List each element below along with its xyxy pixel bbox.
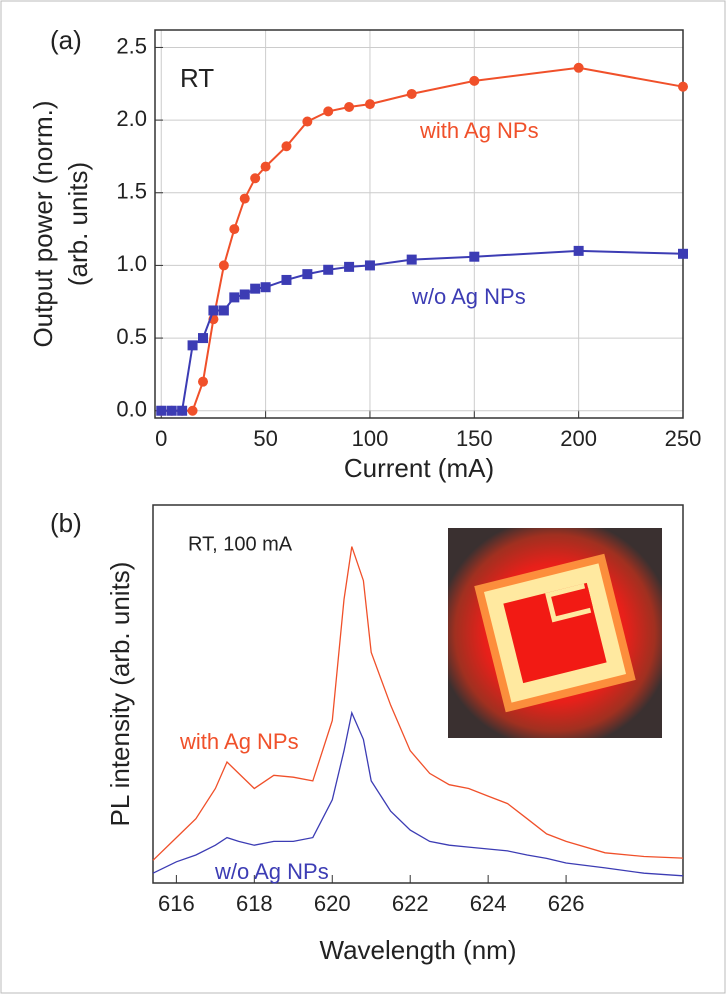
marker <box>218 305 229 316</box>
marker <box>281 274 292 285</box>
y-axis-label: (arb. units) <box>63 162 93 286</box>
inset-photo <box>448 528 662 738</box>
marker <box>239 193 250 204</box>
series-line <box>161 249 684 412</box>
series-label: with Ag NPs <box>179 729 299 754</box>
marker <box>177 405 188 416</box>
x-tick-label: 50 <box>253 426 277 451</box>
marker <box>260 282 271 293</box>
annotation: RT <box>180 63 214 93</box>
x-tick-label: 250 <box>665 426 702 451</box>
series-line <box>152 546 684 861</box>
marker <box>678 81 688 92</box>
marker <box>302 116 313 127</box>
y-tick-label: 2.5 <box>116 33 147 58</box>
panel-label: (a) <box>50 25 82 55</box>
marker <box>678 248 688 259</box>
series-label: w/o Ag NPs <box>214 859 329 884</box>
y-tick-label: 0.5 <box>116 324 147 349</box>
marker <box>166 405 177 416</box>
y-axis-label: Output power (norm.) <box>28 100 58 347</box>
marker <box>229 292 240 303</box>
x-tick-label: 624 <box>470 891 507 916</box>
marker <box>364 260 375 271</box>
x-tick-label: 620 <box>314 891 351 916</box>
y-tick-label: 1.5 <box>116 179 147 204</box>
marker <box>573 245 584 256</box>
marker <box>239 289 250 300</box>
x-tick-label: 150 <box>456 426 493 451</box>
marker <box>573 62 584 73</box>
marker <box>260 161 271 172</box>
x-tick-label: 626 <box>548 891 585 916</box>
marker <box>406 88 417 99</box>
plot-frame <box>152 504 684 884</box>
y-tick-label: 0.0 <box>116 397 147 422</box>
marker <box>208 305 219 316</box>
x-tick-label: 200 <box>560 426 597 451</box>
x-tick-label: 100 <box>352 426 389 451</box>
marker <box>198 333 208 344</box>
marker <box>218 260 229 271</box>
marker <box>250 283 261 294</box>
x-tick-label: 616 <box>158 891 195 916</box>
annotation: RT, 100 mA <box>188 533 293 555</box>
marker <box>250 173 261 184</box>
marker <box>187 405 198 416</box>
marker <box>344 261 355 272</box>
x-axis-label: Wavelength (nm) <box>320 935 517 965</box>
marker <box>406 254 417 265</box>
marker <box>281 141 292 152</box>
x-axis-label: Current (mA) <box>344 453 494 483</box>
marker <box>469 251 480 262</box>
marker <box>229 224 240 235</box>
x-tick-label: 618 <box>236 891 273 916</box>
panel-label: (b) <box>50 508 82 538</box>
series-line <box>152 710 684 877</box>
marker <box>323 264 334 275</box>
plot-frame <box>154 29 684 419</box>
marker <box>344 102 355 113</box>
y-axis-label: PL intensity (arb. units) <box>105 562 135 827</box>
x-tick-label: 0 <box>155 426 167 451</box>
series-label: w/o Ag NPs <box>411 284 526 309</box>
series-label: with Ag NPs <box>419 118 539 143</box>
marker <box>302 269 313 280</box>
x-tick-label: 622 <box>392 891 429 916</box>
series-line <box>161 66 684 412</box>
marker <box>198 376 208 387</box>
marker <box>323 106 334 117</box>
y-tick-label: 1.0 <box>116 251 147 276</box>
marker <box>187 340 198 351</box>
marker <box>364 99 375 110</box>
y-tick-label: 2.0 <box>116 106 147 131</box>
marker <box>156 405 167 416</box>
marker <box>469 75 480 86</box>
